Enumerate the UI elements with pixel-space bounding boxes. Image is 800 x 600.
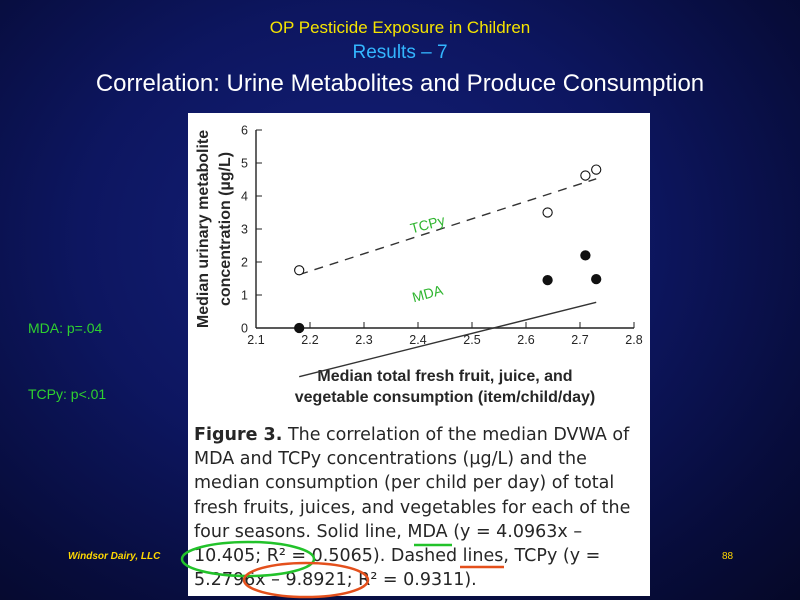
slide-title-2: Results – 7 [352,42,448,63]
y-axis-label-line2: concentration (µg/L) [217,152,234,306]
x-axis-label-line2: vegetable consumption (item/child/day) [295,389,596,406]
series-annotation-label: MDA [410,282,445,306]
x-axis-label-line1: Median total fresh fruit, juice, and [317,368,572,385]
mda-fit-line [299,301,597,378]
x-tick-label: 2.7 [571,333,588,347]
y-tick-label: 6 [241,124,248,138]
y-axis-label-line1: Median urinary metabolite [195,130,212,328]
x-tick-label: 2.8 [625,333,642,347]
y-tick-label: 2 [241,256,248,270]
mda-data-point [580,250,591,261]
mda-data-point [591,274,602,285]
tcpy-data-point [542,207,553,218]
page-number: 88 [722,551,734,562]
tcpy-data-point [294,265,305,276]
figure-caption-text: The correlation of the median DVWA of MD… [194,425,631,591]
note-tcpy-pvalue: TCPy: p<.01 [28,386,107,402]
figure-caption-label: Figure 3. [194,425,283,445]
mda-data-point [294,322,305,334]
figure-caption: Figure 3. The correlation of the median … [194,423,646,592]
tcpy-fit-line [298,178,597,276]
footer-company: Windsor Dairy, LLC [68,551,161,562]
y-tick-label: 5 [241,157,248,171]
note-mda-pvalue: MDA: p=.04 [28,320,103,336]
x-tick-label: 2.2 [301,333,318,347]
slide-title-3: Correlation: Urine Metabolites and Produ… [95,70,705,97]
x-tick-label: 2.3 [355,333,372,347]
x-tick-label: 2.1 [247,333,264,347]
tcpy-data-point [580,170,591,181]
x-tick-label: 2.5 [463,333,480,347]
x-tick-label: 2.4 [409,333,426,347]
figure-panel: Median urinary metabolite concentration … [188,113,650,596]
y-tick-label: 0 [241,322,248,336]
mda-data-point [542,274,553,286]
y-tick-label: 4 [241,190,248,204]
slide-title-1: OP Pesticide Exposure in Children [269,18,531,37]
y-tick-label: 1 [241,289,248,303]
y-tick-label: 3 [241,223,248,237]
scatter-chart: Median urinary metabolite concentration … [195,124,643,407]
tcpy-data-point [591,164,602,175]
x-tick-label: 2.6 [517,333,534,347]
